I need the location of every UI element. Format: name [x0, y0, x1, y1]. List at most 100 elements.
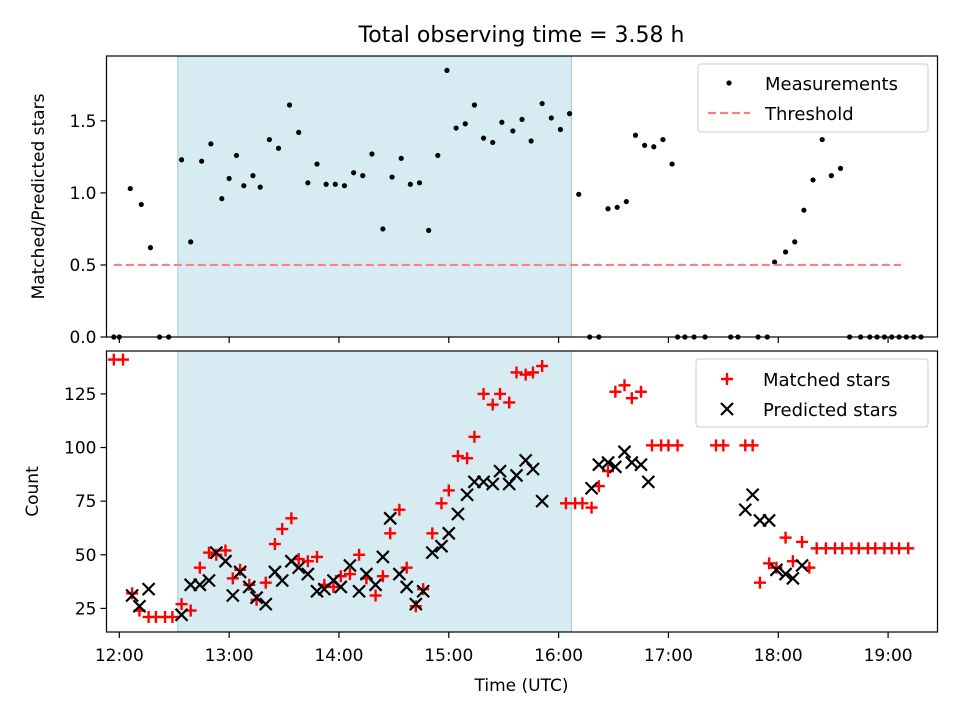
predicted-star-point — [258, 597, 273, 611]
matched-star-point — [576, 497, 589, 510]
matched-star-point — [343, 568, 356, 581]
measurement-point — [138, 201, 144, 208]
predicted-star-point — [434, 539, 449, 553]
predicted-star-point — [226, 588, 240, 603]
predicted-star-point — [416, 584, 430, 599]
x-tick-label: 12:00 — [95, 646, 144, 666]
matched-star-point — [746, 439, 759, 452]
measurement-point — [548, 115, 554, 121]
matched-star-point — [477, 387, 490, 400]
bottom-y-axis-label: Count — [23, 466, 43, 517]
legend-matched-marker — [721, 373, 733, 385]
matched-star-point — [400, 561, 413, 574]
measurement-point — [792, 239, 798, 245]
legend-measurements-marker — [726, 80, 732, 86]
matched-star-point — [226, 572, 239, 585]
bottom-y-axis: 25 50 75 100 125 — [64, 385, 107, 619]
predicted-star-point — [392, 567, 407, 581]
y-tick-label: 1.5 — [69, 112, 96, 132]
measurement-point — [380, 226, 386, 232]
measurement-point — [576, 191, 582, 197]
predicted-star-point — [535, 494, 549, 508]
predicted-star-point — [601, 455, 615, 470]
measurement-point — [323, 181, 329, 187]
measurement-point — [444, 67, 450, 74]
measurement-point — [660, 136, 666, 143]
predicted-star-point — [352, 584, 366, 599]
measurement-point — [669, 161, 675, 167]
predicted-star-point — [460, 487, 474, 502]
measurement-point — [605, 206, 611, 212]
predicted-star-point — [141, 582, 156, 596]
x-tick-label: 19:00 — [864, 646, 913, 666]
measurement-point — [462, 121, 468, 127]
matched-star-point — [451, 450, 464, 463]
measurement-point — [810, 177, 816, 183]
measurement-point — [233, 152, 240, 159]
x-tick-label: 13:00 — [205, 646, 254, 666]
matched-star-point — [510, 366, 523, 379]
matched-star-point — [203, 546, 216, 559]
predicted-star-point — [359, 567, 374, 581]
matched-star-point — [717, 439, 730, 452]
bottom-series-layer — [107, 353, 915, 623]
y-tick-label: 125 — [64, 385, 96, 405]
x-tick-label: 17:00 — [644, 646, 693, 666]
predicted-star-point — [769, 563, 784, 577]
matched-star-point — [393, 503, 406, 516]
matched-star-point — [353, 548, 366, 561]
measurement-point — [241, 183, 247, 189]
matched-star-point — [585, 501, 598, 514]
predicted-star-point — [493, 464, 507, 478]
measurement-point — [828, 173, 834, 179]
matched-star-point — [526, 366, 539, 379]
x-tick-label: 18:00 — [754, 646, 803, 666]
top-panel: 0.0 0.5 1.0 1.5 Matched/Predicted stars Mea… — [29, 55, 939, 348]
matched-star-point — [671, 439, 684, 452]
matched-star-point — [409, 600, 422, 613]
matched-star-point — [461, 452, 474, 465]
matched-star-point — [536, 360, 549, 373]
matched-star-point — [384, 527, 397, 540]
matched-star-point — [234, 563, 247, 576]
predicted-star-point — [275, 573, 289, 588]
measurement-point — [369, 151, 375, 157]
predicted-star-point — [242, 580, 257, 594]
matched-star-point — [259, 576, 272, 589]
bottom-x-axis: 12:00 13:00 14:00 15:00 16:00 17:00 18:00 19:00 — [95, 632, 913, 666]
matched-star-point — [310, 550, 323, 563]
measurement-point — [332, 181, 338, 187]
matched-star-point — [369, 589, 382, 602]
matched-star-point — [618, 379, 631, 392]
predicted-star-point — [795, 558, 809, 573]
measurement-point — [226, 175, 232, 182]
bottom-x-axis-label: Time (UTC) — [474, 676, 569, 696]
measurement-point — [519, 116, 525, 123]
matched-star-point — [116, 353, 129, 366]
predicted-star-point — [745, 487, 760, 502]
matched-star-point — [753, 576, 766, 589]
measurement-point — [837, 165, 844, 171]
predicted-star-point — [376, 550, 390, 564]
measurement-point — [351, 170, 357, 176]
y-tick-label: 0.0 — [69, 328, 96, 348]
measurement-point — [819, 136, 825, 143]
predicted-star-point — [786, 571, 800, 586]
predicted-star-point — [526, 462, 540, 476]
matched-star-point — [166, 610, 179, 623]
top-legend: Measurements Threshold — [697, 63, 929, 133]
legend-measurements-label: Measurements — [765, 74, 898, 95]
predicted-star-point — [442, 526, 456, 541]
measurement-point — [389, 174, 395, 180]
matched-star-point — [503, 396, 516, 409]
measurement-point — [398, 155, 404, 161]
matched-star-point — [468, 430, 481, 443]
matched-star-point — [175, 598, 188, 611]
predicted-star-point — [193, 578, 207, 592]
matched-star-point — [796, 535, 809, 548]
matched-star-point — [486, 398, 499, 411]
predicted-star-point — [451, 507, 465, 521]
measurement-point — [305, 180, 311, 186]
predicted-star-point — [762, 513, 776, 528]
predicted-star-point — [509, 468, 524, 483]
